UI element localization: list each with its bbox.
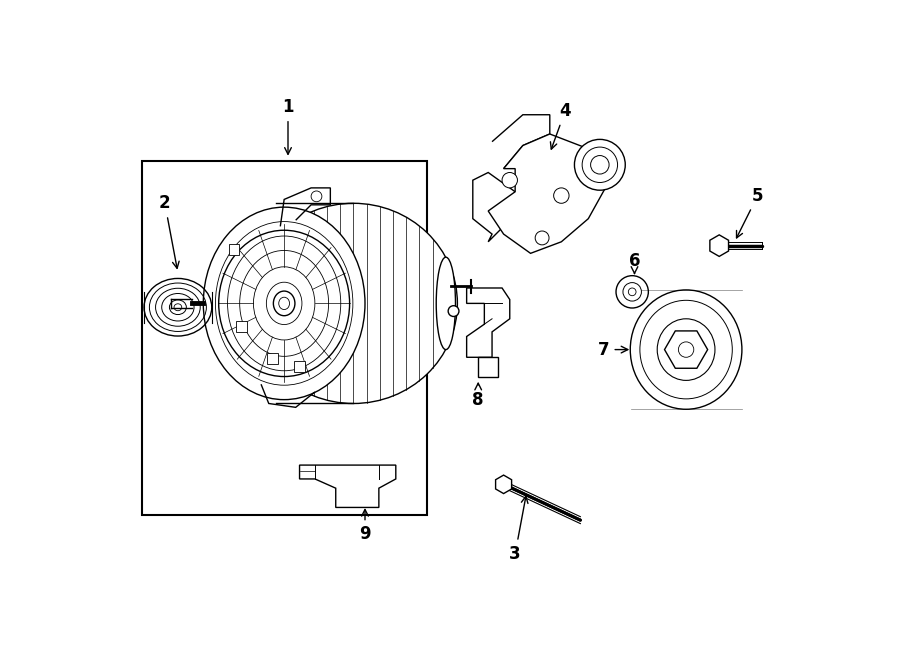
Bar (141, 161, 427, 515)
Circle shape (623, 283, 642, 301)
Ellipse shape (279, 297, 290, 309)
Polygon shape (472, 173, 515, 242)
Ellipse shape (640, 300, 733, 399)
Circle shape (590, 155, 609, 174)
Polygon shape (300, 465, 396, 508)
Circle shape (582, 147, 617, 182)
Polygon shape (488, 134, 608, 253)
Ellipse shape (174, 304, 182, 311)
Text: 6: 6 (629, 252, 640, 274)
Ellipse shape (203, 207, 365, 400)
Ellipse shape (219, 230, 349, 377)
Ellipse shape (169, 300, 186, 315)
Bar (229, 244, 239, 255)
Circle shape (536, 231, 549, 245)
Circle shape (311, 191, 322, 202)
Circle shape (616, 276, 648, 308)
Text: 3: 3 (509, 496, 528, 563)
Bar (267, 354, 278, 364)
Ellipse shape (436, 257, 455, 350)
Circle shape (502, 173, 518, 188)
Bar (294, 361, 305, 372)
Circle shape (554, 188, 569, 204)
Text: 4: 4 (551, 102, 571, 149)
Circle shape (679, 342, 694, 358)
Ellipse shape (630, 290, 742, 409)
Text: 2: 2 (159, 194, 179, 268)
Text: 9: 9 (359, 510, 371, 543)
Polygon shape (466, 288, 509, 358)
Text: 7: 7 (598, 340, 628, 358)
Circle shape (448, 305, 459, 317)
Bar (237, 321, 248, 332)
Text: 1: 1 (283, 98, 293, 154)
Text: 5: 5 (736, 186, 763, 238)
Ellipse shape (657, 319, 715, 380)
Text: 8: 8 (472, 383, 484, 408)
Circle shape (628, 288, 636, 295)
Ellipse shape (249, 204, 457, 403)
Circle shape (574, 139, 626, 190)
Ellipse shape (274, 291, 295, 316)
